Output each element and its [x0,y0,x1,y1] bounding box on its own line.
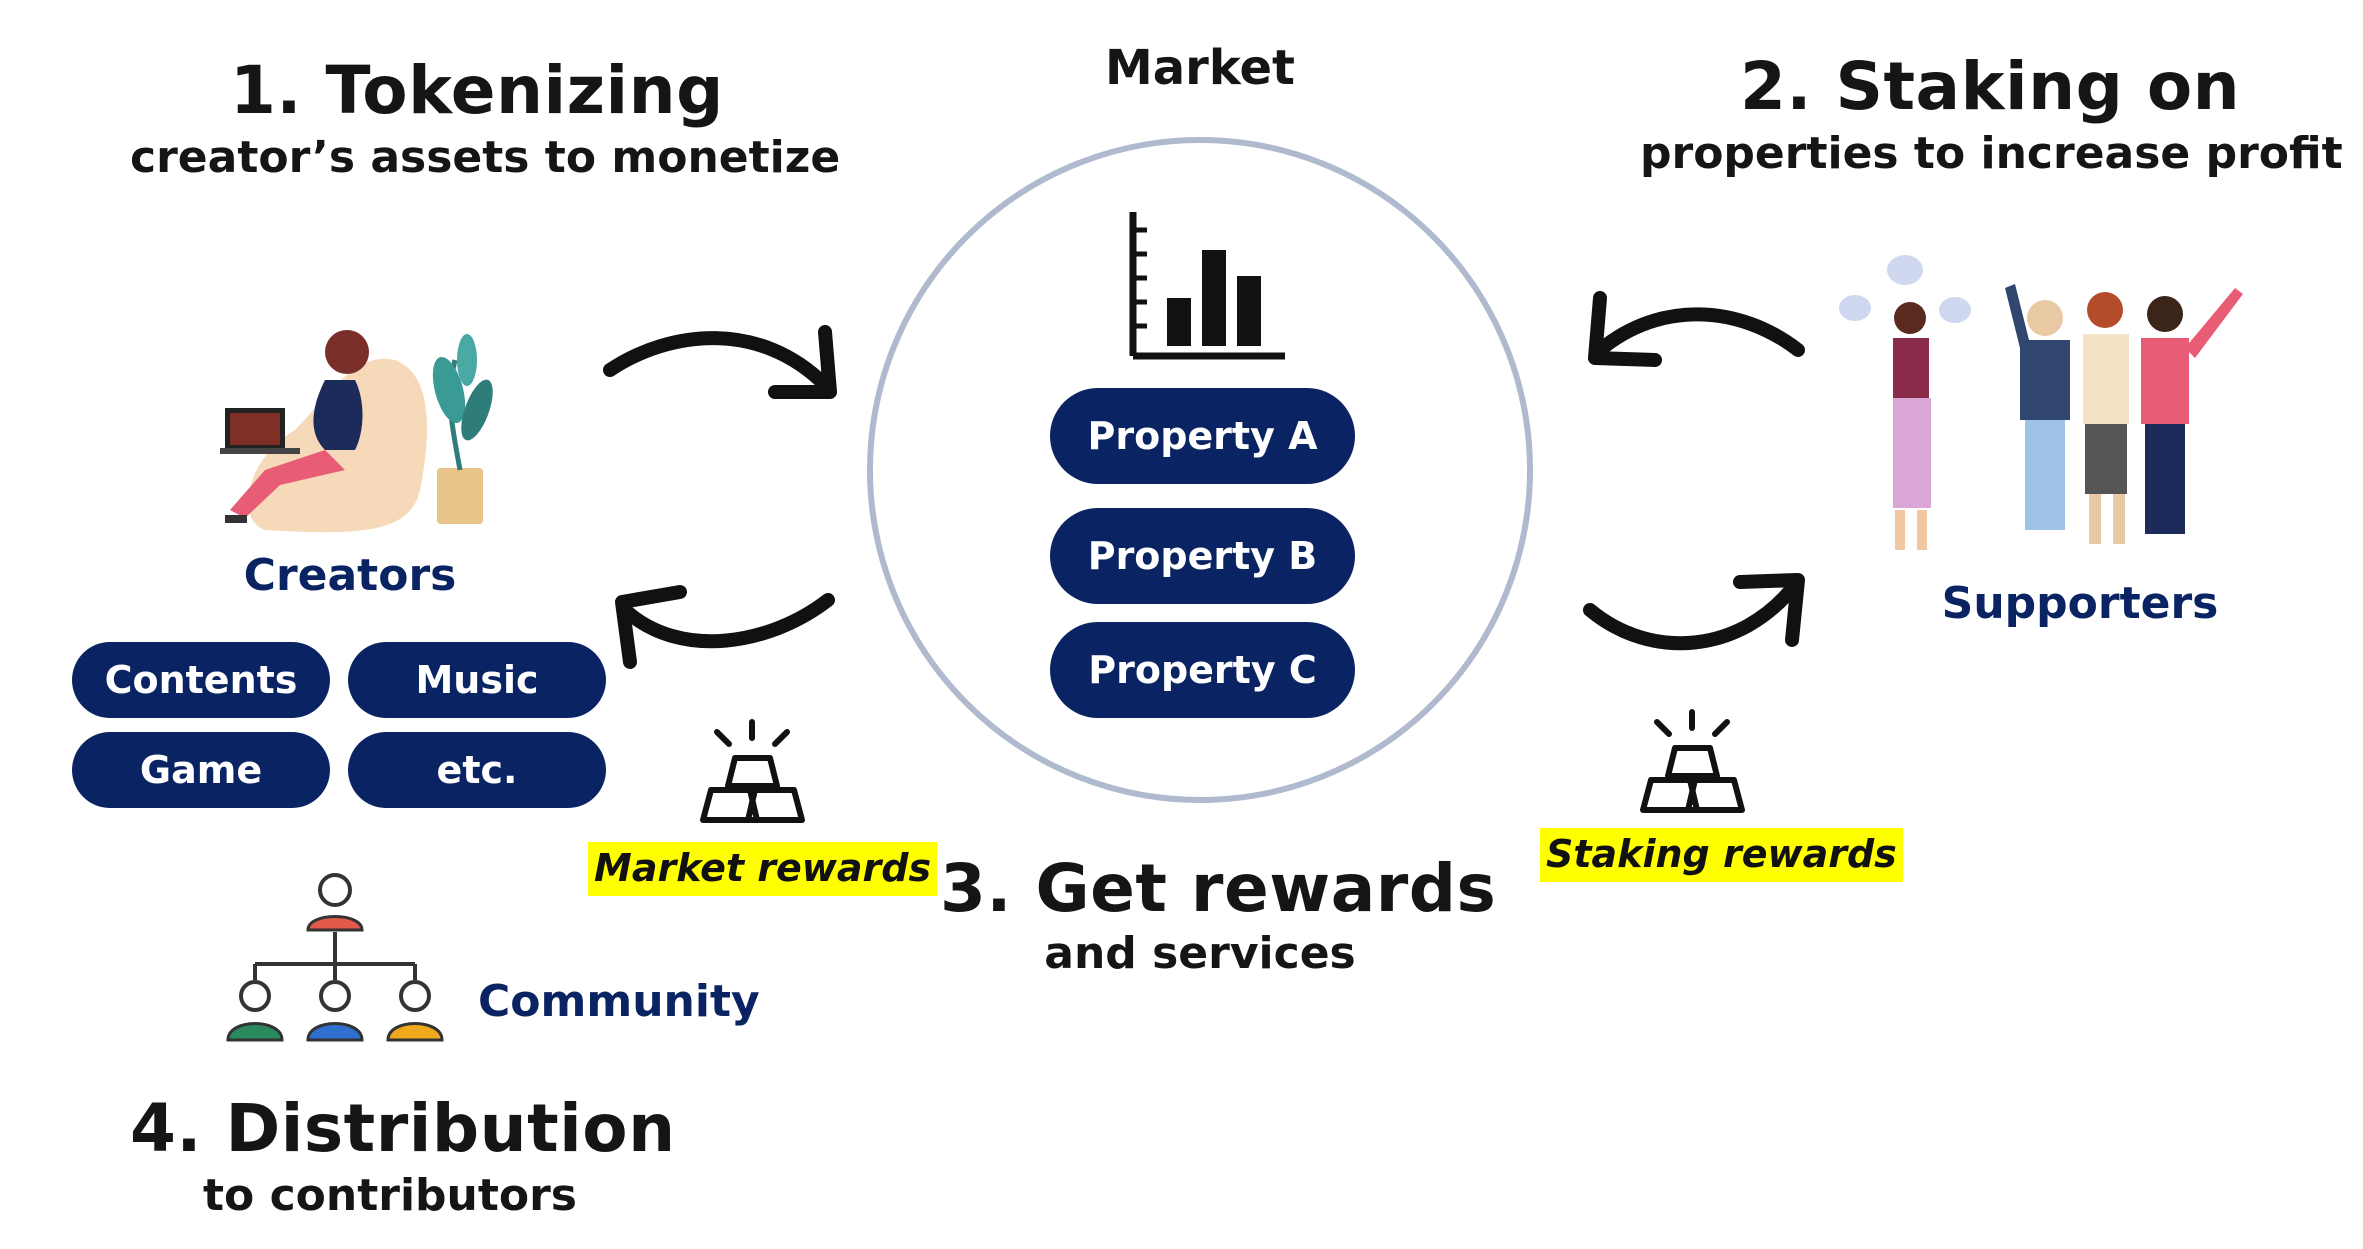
tag-music: Music [348,642,606,718]
step4-subtitle: to contributors [203,1170,577,1221]
step4-title: 4. Distribution [130,1090,676,1167]
gold-bars-icon [1640,709,1745,813]
market-circle [867,137,1533,803]
market-label: Market [1105,40,1295,96]
supporters-label: Supporters [1941,578,2219,629]
step3-title: 3. Get rewards [940,850,1497,927]
arrow-supporters-to-market [1588,291,1805,367]
arrow-market-to-supporters [1583,573,1805,651]
org-chart-icon [226,873,444,1042]
tag-etc: etc. [348,732,606,808]
supporters-illustration [1839,255,2243,550]
step2-subtitle: properties to increase profit [1640,128,2343,179]
market-rewards-label: Market rewards [588,842,938,896]
creator-illustration [220,330,493,533]
arrow-creators-to-market [603,325,837,399]
step1-subtitle: creator’s assets to monetize [130,132,841,183]
tag-contents: Contents [72,642,330,718]
arrow-market-to-creators [615,585,835,669]
bar-chart-icon [1129,212,1285,360]
step3-subtitle: and services [1044,928,1356,979]
property-b: Property B [1050,508,1355,604]
property-a: Property A [1050,388,1355,484]
creators-label: Creators [243,550,457,601]
staking-rewards-label: Staking rewards [1540,828,1903,882]
step2-title: 2. Staking on [1740,48,2241,125]
step1-title: 1. Tokenizing [230,52,724,129]
property-c: Property C [1050,622,1355,718]
community-label: Community [478,976,760,1027]
tag-game: Game [72,732,330,808]
gold-bars-icon [700,719,805,823]
